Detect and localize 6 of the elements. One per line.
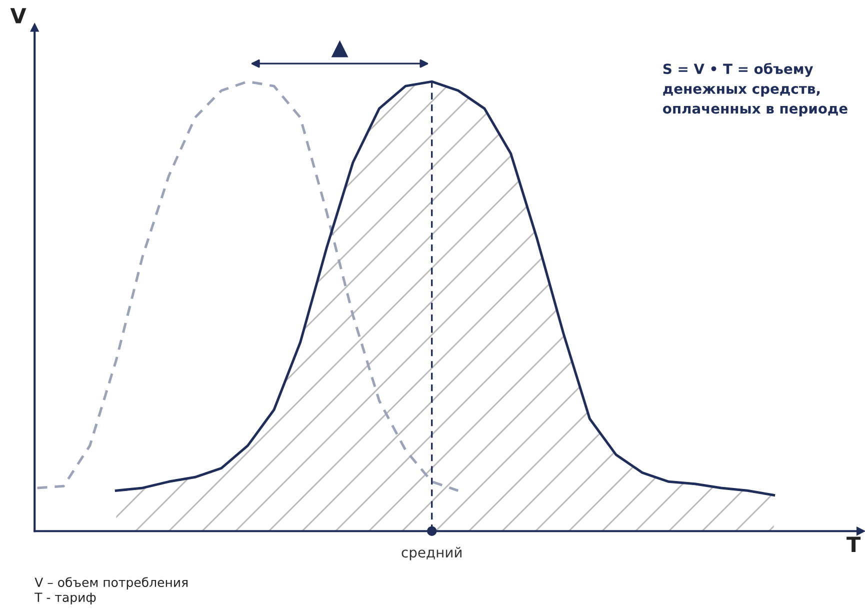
y-axis-title: V [10, 8, 26, 24]
x-axis-title: T [846, 536, 861, 552]
annotation: S = V • T = объему денежных средств, оплаченных в периоде [663, 62, 848, 116]
text: средний [402, 546, 462, 560]
text: V – объем потребления T - тариф [34, 577, 188, 604]
text: ▲ [331, 40, 348, 58]
